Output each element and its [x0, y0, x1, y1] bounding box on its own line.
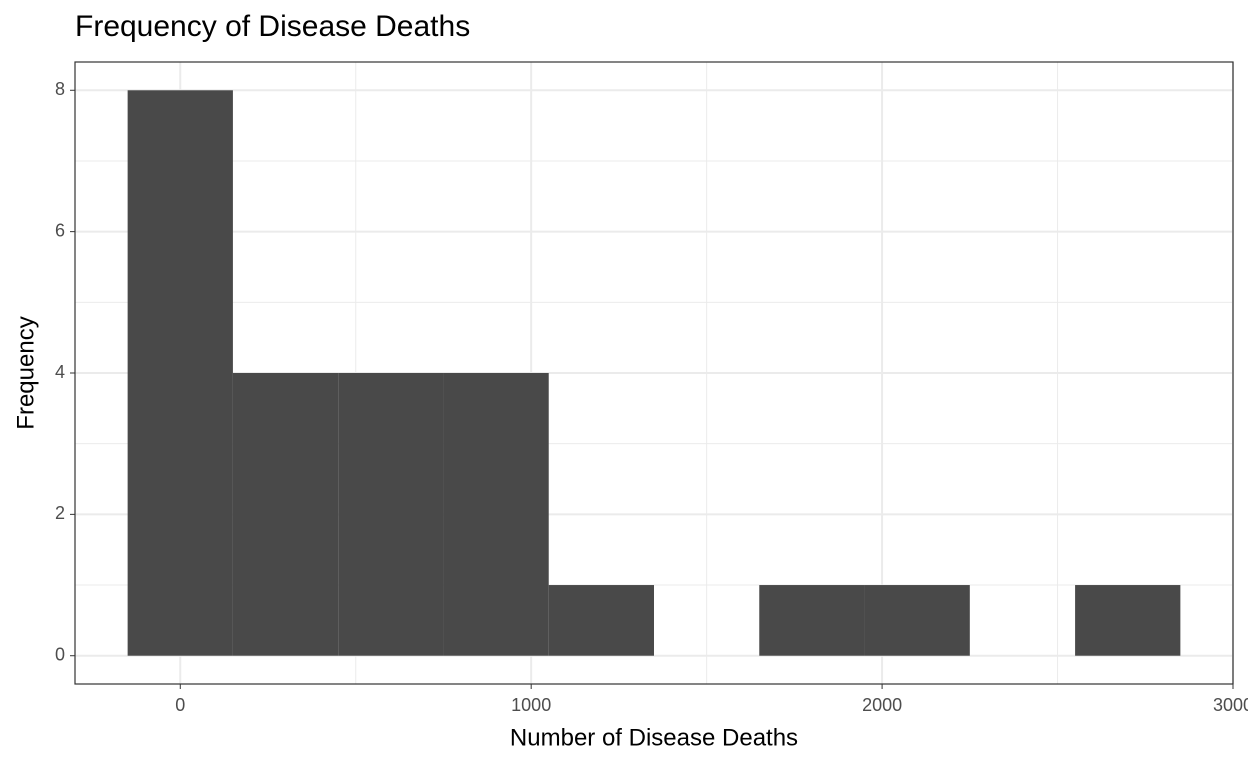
panel-border — [74, 61, 1234, 685]
y-axis-title: Frequency — [12, 316, 39, 429]
x-tick-label: 2000 — [862, 695, 902, 715]
bar — [548, 585, 654, 656]
bar — [443, 373, 549, 656]
y-tick-label: 4 — [55, 362, 65, 382]
bar — [759, 585, 865, 656]
chart-title: Frequency of Disease Deaths — [75, 10, 470, 43]
x-axis-title: Number of Disease Deaths — [510, 724, 798, 751]
bar — [338, 373, 444, 656]
y-tick-label: 0 — [55, 644, 65, 664]
y-tick-label: 8 — [55, 79, 65, 99]
x-tick-label: 0 — [175, 695, 185, 715]
bar — [864, 585, 970, 656]
bar — [127, 90, 233, 656]
x-tick-label: 1000 — [511, 695, 551, 715]
y-tick-label: 6 — [55, 220, 65, 240]
bar — [1075, 585, 1181, 656]
y-tick-label: 2 — [55, 503, 65, 523]
x-tick-label: 3000 — [1213, 695, 1248, 715]
bar — [232, 373, 339, 656]
